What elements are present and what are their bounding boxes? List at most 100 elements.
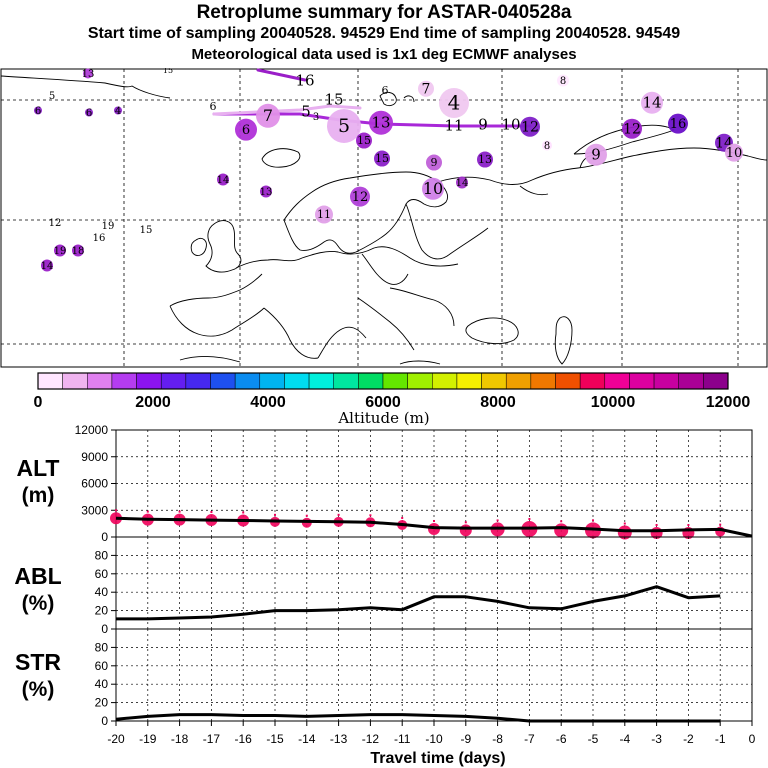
x-tick-label: -19 [139,732,157,746]
x-tick-label: -8 [492,732,503,746]
map-cluster-label: 19 [54,246,67,257]
abl-ytick-label: 80 [95,548,109,562]
colorbar-box [87,372,113,390]
map-cluster-44: 6 [34,106,42,117]
map-cluster-label: 8 [544,141,550,152]
x-tick-label: -14 [298,732,316,746]
colorbar-box [456,372,482,390]
alt-panel: 0 3000 6000 9000 12000 [75,423,753,544]
map-cluster-36: 12 [49,218,62,229]
abl-panel-unit: (%) [22,592,55,615]
map-cluster-label: 4 [115,106,121,117]
colorbar-box [284,372,310,390]
map-cluster-19: 12 [520,116,540,137]
x-tick-label: -4 [619,732,630,746]
colorbar-box [62,372,88,390]
map-cluster-label: 6 [86,108,92,119]
x-tick-label: -10 [425,732,443,746]
colorbar-tick-label: 10000 [591,394,636,411]
map-cluster-6: 4 [439,88,469,118]
colorbar-box [653,372,679,390]
colorbar-box [37,372,63,390]
colorbar-box [210,372,236,390]
map-cluster-label: 3 [313,112,319,123]
map-cluster-label: 16 [670,117,687,132]
plume-track-upper [256,68,307,82]
alt-ytick-label: 6000 [81,477,108,491]
map-cluster-4: 7 [418,80,434,97]
colorbar-box [505,372,532,390]
map-cluster-9: 6 [210,100,217,113]
alt-panel-unit: (m) [22,484,55,507]
map-cluster-label: 6 [242,123,250,138]
coastlines [0,75,768,365]
map-cluster-2: 16 [295,72,314,90]
alt-ytick-label: 0 [101,530,108,544]
colorbar-box [555,372,581,390]
colorbar-box [333,372,359,390]
map-cluster-43: 5 [49,91,55,102]
map-cluster-32: 12 [350,186,370,207]
alt-cluster-marker [110,512,122,525]
map-cluster-16: 11 [444,117,463,135]
map-cluster-21: 16 [668,113,688,134]
map-cluster-13: 5 [327,108,361,143]
colorbar-box [703,372,729,390]
map-cluster-17: 9 [478,116,488,134]
map-cluster-label: 15 [324,91,343,109]
colorbar-label: Altitude (m) [337,409,429,427]
alt-cluster-marker [554,523,569,538]
map-cluster-label: 15 [357,134,371,147]
altitude-colorbar: 0 2000 4000 6000 8000 10000 12000 Altitude (m) [34,372,750,427]
map-cluster-label: 14 [41,261,54,272]
abl-ytick-label: 0 [101,622,108,636]
colorbar-box [308,372,334,390]
map-cluster-39: 15 [140,225,153,236]
colorbar-box [604,372,630,390]
map-cluster-46: 4 [114,106,122,117]
colorbar-box [530,372,556,390]
abl-panel: 0 20 40 60 80 [95,536,753,636]
str-ytick-label: 60 [95,659,109,673]
x-tick-label: -16 [235,732,253,746]
colorbar-tick-label: 2000 [135,394,171,411]
map-cluster-label: 12 [623,121,641,137]
str-ytick-label: 20 [95,696,109,710]
alt-series-line [115,516,753,538]
map-cluster-label: 5 [338,115,350,137]
colorbar-box [678,372,704,390]
alt-cluster-marker [617,525,632,540]
map-cluster-28: 9 [426,154,442,171]
map-cluster-label: 13 [260,187,273,198]
sampling-times: Start time of sampling 20040528. 94529 E… [87,25,681,42]
colorbar-box [407,372,433,390]
map-cluster-label: 13 [371,114,390,132]
x-tick-label: -9 [460,732,471,746]
map-cluster-25: 8 [542,140,552,152]
colorbar-tick-label: 6000 [365,394,401,411]
colorbar-box [382,372,408,390]
colorbar-box [358,372,384,390]
map-cluster-label: 6 [382,84,389,97]
map-cluster-label: 10 [423,179,443,198]
x-tick-labels: -20 -19 -18 -17 -16 -15 -14 -13 -12 -11 -10 -9 -8 -7-… [107,721,756,746]
colorbar-tick-label: 8000 [480,394,516,411]
map-cluster-27: 15 [374,150,390,167]
colorbar-box [432,372,458,390]
map-cluster-label: 19 [102,221,115,232]
colorbar-box [160,372,187,390]
map-cluster-38: 16 [93,233,106,244]
map-gridlines [1,69,767,367]
x-tick-label: -17 [203,732,221,746]
abl-series-line [116,585,721,621]
map-cluster-label: 6 [35,106,41,117]
map-cluster-35: 11 [315,205,333,224]
map-cluster-45: 6 [85,108,93,119]
map-cluster-label: 7 [422,81,431,97]
map-cluster-label: 16 [295,72,314,90]
map-cluster-label: 13 [82,69,95,80]
map-cluster-label: 12 [352,190,369,205]
abl-ytick-label: 20 [95,604,109,618]
